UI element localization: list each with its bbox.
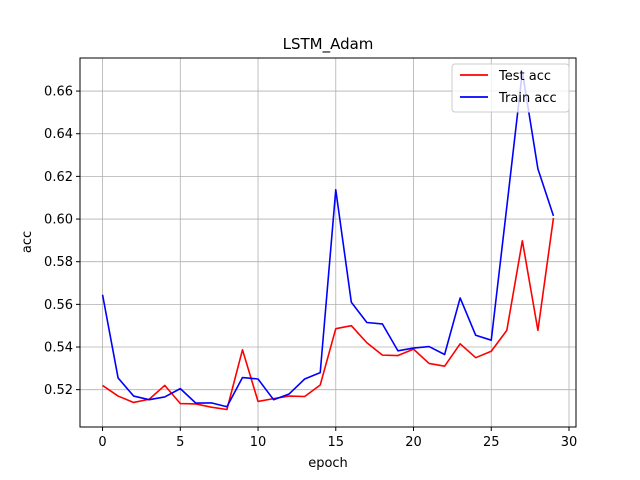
y-tick-label: 0.56 <box>44 298 73 313</box>
x-tick-label: 30 <box>561 435 578 450</box>
x-tick-label: 5 <box>176 435 184 450</box>
x-axis-label: epoch <box>308 456 348 471</box>
x-axis-ticks: 0 5 10 15 20 25 30 <box>98 427 577 450</box>
y-axis-ticks: 0.52 0.54 0.56 0.58 0.60 0.62 0.64 0.66 <box>44 85 80 398</box>
series-line-test-acc <box>102 217 555 411</box>
legend-box <box>451 63 570 113</box>
series-line-train-acc <box>101 71 555 408</box>
x-tick-label: 25 <box>483 435 500 450</box>
legend: Test acc Train acc <box>451 63 570 113</box>
x-tick-label: 0 <box>98 435 106 450</box>
y-axis-label: acc <box>20 231 35 253</box>
y-tick-label: 0.64 <box>44 127 73 142</box>
x-tick-label: 10 <box>250 435 267 450</box>
grid-lines <box>80 58 576 427</box>
y-tick-label: 0.62 <box>44 170 73 185</box>
plot-frame <box>79 57 577 428</box>
y-tick-label: 0.58 <box>44 255 73 270</box>
legend-label-train-acc: Train acc <box>498 91 557 106</box>
y-tick-label: 0.52 <box>44 383 73 398</box>
y-tick-label: 0.66 <box>44 85 73 100</box>
x-tick-label: 15 <box>328 435 345 450</box>
series-lines <box>101 71 555 411</box>
legend-label-test-acc: Test acc <box>498 69 551 84</box>
y-tick-label: 0.60 <box>44 213 73 228</box>
chart-title: LSTM_Adam <box>283 35 374 54</box>
x-tick-label: 20 <box>405 435 422 450</box>
y-tick-label: 0.54 <box>44 341 73 356</box>
